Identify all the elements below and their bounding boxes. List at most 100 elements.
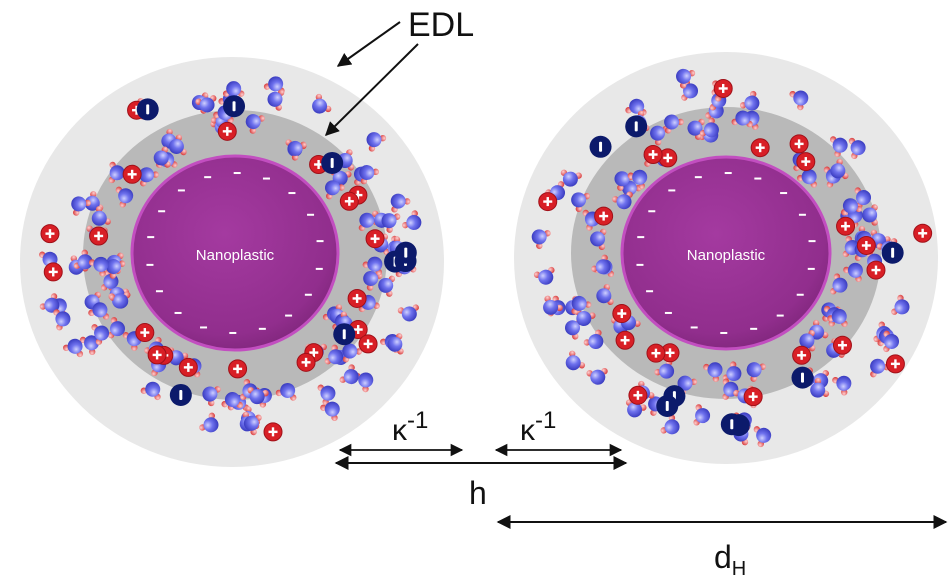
water-molecule bbox=[687, 118, 705, 140]
anion bbox=[791, 366, 814, 389]
water-molecule bbox=[91, 206, 111, 226]
water-molecule bbox=[73, 249, 93, 270]
cation bbox=[750, 138, 770, 158]
cation bbox=[713, 78, 733, 98]
cation bbox=[866, 260, 886, 280]
anion bbox=[333, 323, 356, 346]
anion bbox=[589, 135, 612, 158]
ions-water-right bbox=[531, 68, 933, 448]
cation bbox=[43, 262, 63, 282]
edl-label: EDL bbox=[408, 6, 474, 44]
water-molecule bbox=[402, 210, 422, 230]
surface-negative-charge bbox=[158, 210, 166, 213]
water-molecule bbox=[287, 140, 307, 161]
water-molecule bbox=[829, 136, 848, 158]
surface-negative-charge bbox=[724, 172, 732, 175]
surface-negative-charge bbox=[646, 290, 654, 293]
water-molecule bbox=[654, 359, 675, 379]
water-molecule bbox=[342, 343, 363, 363]
cation bbox=[615, 330, 635, 350]
surface-negative-charge bbox=[177, 189, 185, 192]
water-molecule bbox=[739, 90, 760, 111]
surface-negative-charge bbox=[750, 327, 758, 330]
cation bbox=[856, 235, 876, 255]
water-molecule bbox=[883, 330, 900, 353]
cation bbox=[789, 134, 809, 154]
surface-negative-charge bbox=[754, 177, 762, 180]
water-molecule bbox=[88, 256, 109, 277]
cation bbox=[358, 334, 378, 354]
water-molecule bbox=[275, 382, 297, 401]
water-molecule bbox=[39, 293, 60, 313]
water-molecule bbox=[841, 198, 863, 216]
water-molecule bbox=[243, 414, 262, 436]
water-molecule bbox=[746, 362, 766, 382]
kappa-left-label: κ-1 bbox=[392, 407, 428, 447]
anion bbox=[223, 95, 246, 118]
water-molecule bbox=[202, 386, 221, 407]
water-molecule bbox=[543, 295, 563, 315]
cation bbox=[347, 288, 367, 308]
surface-negative-charge bbox=[780, 192, 788, 195]
cation bbox=[365, 229, 385, 249]
water-molecule bbox=[703, 362, 723, 382]
surface-negative-charge bbox=[204, 176, 212, 179]
cation bbox=[594, 206, 614, 226]
cation bbox=[628, 385, 648, 405]
cation bbox=[796, 152, 816, 172]
cation bbox=[122, 164, 142, 184]
water-molecule bbox=[88, 302, 110, 320]
cation bbox=[40, 224, 60, 244]
water-molecule bbox=[366, 132, 387, 152]
water-molecule bbox=[222, 81, 245, 97]
water-molecule bbox=[106, 259, 126, 279]
surface-negative-charge bbox=[808, 240, 816, 243]
core-surface-charges-right bbox=[636, 172, 816, 334]
water-molecule bbox=[797, 169, 818, 188]
cation bbox=[178, 357, 198, 377]
water-molecule bbox=[843, 262, 863, 282]
cation bbox=[217, 121, 237, 141]
water-molecule bbox=[560, 169, 582, 187]
anion bbox=[656, 394, 679, 417]
water-molecule bbox=[722, 378, 739, 400]
water-molecule bbox=[827, 308, 848, 327]
water-molecule bbox=[891, 294, 910, 315]
water-molecule bbox=[53, 309, 71, 331]
cation bbox=[89, 226, 109, 246]
water-molecule bbox=[627, 169, 648, 190]
surface-negative-charge bbox=[233, 172, 241, 175]
water-molecule bbox=[140, 381, 161, 401]
water-molecule bbox=[731, 110, 753, 128]
anion bbox=[136, 98, 159, 121]
cation bbox=[646, 343, 666, 363]
surface-negative-charge bbox=[798, 213, 806, 216]
cation bbox=[743, 387, 763, 407]
cation bbox=[147, 345, 167, 365]
surface-negative-charge bbox=[637, 236, 645, 239]
water-molecule bbox=[862, 204, 878, 226]
water-molecule bbox=[362, 256, 383, 276]
nanoplastic-core-right bbox=[620, 155, 832, 351]
water-molecule bbox=[596, 284, 614, 306]
surface-negative-charge bbox=[315, 267, 323, 270]
cation bbox=[228, 359, 248, 379]
surface-negative-charge bbox=[288, 192, 296, 195]
water-molecule bbox=[115, 186, 134, 208]
cation bbox=[339, 191, 359, 211]
water-molecule bbox=[62, 338, 84, 358]
surface-negative-charge bbox=[636, 263, 644, 266]
nanoplastic-core-left bbox=[130, 154, 340, 352]
water-molecule bbox=[832, 375, 852, 396]
anion bbox=[169, 383, 192, 406]
water-molecule bbox=[830, 158, 849, 180]
water-molecule bbox=[699, 117, 719, 138]
edl-arrow-outer bbox=[336, 21, 401, 67]
cation bbox=[643, 145, 663, 165]
water-molecule bbox=[267, 89, 285, 111]
water-molecule bbox=[753, 426, 772, 448]
h-label: h bbox=[469, 475, 487, 511]
cation bbox=[263, 422, 283, 442]
cation bbox=[612, 304, 632, 324]
core-label-right: Nanoplastic bbox=[687, 247, 766, 264]
